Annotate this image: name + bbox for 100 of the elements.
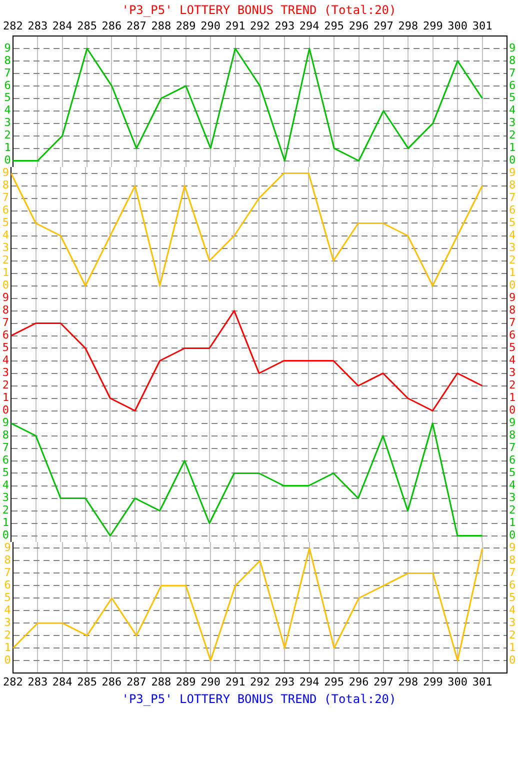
y-tick-label: 6	[2, 454, 9, 467]
y2-tick-label: 7	[509, 566, 516, 580]
y-tick-label: 0	[2, 404, 9, 417]
y2-tick-label: 9	[509, 41, 516, 54]
y2-tick-label: 0	[509, 653, 516, 666]
x-tick-label: 285	[77, 19, 97, 32]
y-tick-label: 4	[2, 228, 10, 242]
y-tick-label: 0	[2, 528, 9, 542]
y2-tick-label: 0	[509, 154, 516, 167]
x-tick-label: 284	[52, 19, 73, 32]
y-tick-label: 4	[4, 603, 12, 616]
y-tick-label: 0	[4, 653, 11, 666]
y-tick-label: 3	[4, 616, 11, 629]
x-tick-label: 296	[348, 675, 369, 688]
y2-tick-label: 3	[509, 241, 516, 254]
y2-tick-label: 4	[509, 104, 516, 117]
y-tick-label: 1	[2, 516, 9, 530]
y-tick-label: 7	[2, 191, 9, 204]
y-tick-label: 1	[4, 141, 11, 154]
y2-tick-label: 4	[509, 478, 516, 492]
y2-tick-label: 0	[509, 278, 516, 292]
x-tick-label: 286	[102, 19, 122, 32]
y-tick-label: 9	[2, 416, 9, 430]
x-tick-label: 301	[472, 675, 492, 688]
y-tick-label: 9	[4, 41, 11, 54]
text: 'P3_P5' LOTTERY BONUS TREND (Total:20)	[120, 691, 398, 707]
x-tick-label: 300	[448, 19, 468, 32]
x-tick-label: 289	[176, 675, 196, 688]
y-tick-label: 2	[4, 628, 11, 642]
y-tick-label: 8	[2, 304, 9, 317]
y-tick-label: 5	[2, 466, 9, 480]
y2-tick-label: 6	[509, 78, 516, 92]
x-tick-label: 291	[225, 675, 246, 688]
y2-tick-label: 2	[509, 128, 516, 142]
y2-tick-label: 4	[509, 354, 516, 367]
x-tick-label: 299	[422, 675, 443, 688]
x-tick-label: 283	[28, 19, 48, 32]
y-tick-label: 1	[4, 640, 11, 654]
y-tick-label: 5	[4, 591, 11, 604]
x-tick-label: 282	[2, 675, 23, 688]
y-tick-label: 5	[2, 341, 9, 354]
x-tick-label: 283	[28, 675, 48, 688]
y2-tick-label: 7	[509, 316, 516, 330]
y-tick-label: 3	[2, 241, 9, 254]
x-tick-label: 282	[2, 19, 23, 32]
y2-tick-label: 5	[509, 466, 516, 480]
y-tick-label: 3	[2, 366, 9, 380]
x-tick-label: 293	[274, 19, 295, 32]
y2-tick-label: 8	[509, 554, 516, 567]
y-tick-label: 8	[4, 554, 11, 567]
y2-tick-label: 9	[509, 291, 516, 304]
y2-tick-label: 9	[509, 166, 516, 180]
y2-tick-label: 6	[509, 578, 516, 592]
x-tick-label: 290	[200, 19, 220, 32]
y-tick-label: 1	[2, 391, 9, 404]
y-tick-label: 2	[2, 254, 9, 267]
y-tick-label: 9	[2, 291, 9, 304]
y-tick-label: 6	[2, 204, 9, 217]
y2-tick-label: 8	[509, 178, 516, 192]
y2-tick-label: 3	[509, 366, 516, 380]
y2-tick-label: 4	[509, 228, 516, 242]
y2-tick-label: 1	[509, 141, 516, 154]
y-tick-label: 5	[4, 91, 11, 104]
y2-tick-label: 0	[509, 404, 516, 417]
y-tick-label: 9	[4, 541, 11, 554]
y-tick-label: 7	[4, 566, 11, 580]
y2-tick-label: 3	[509, 616, 516, 629]
x-tick-label: 291	[225, 19, 246, 32]
y2-tick-label: 8	[509, 54, 516, 67]
y-tick-label: 7	[2, 316, 9, 330]
y-tick-label: 4	[2, 478, 10, 492]
y2-tick-label: 8	[509, 304, 516, 317]
y2-tick-label: 6	[509, 454, 516, 467]
y2-tick-label: 1	[509, 516, 516, 530]
y2-tick-label: 3	[509, 116, 516, 130]
x-tick-label: 297	[374, 675, 394, 688]
y-tick-label: 3	[2, 491, 9, 504]
x-tick-label: 287	[126, 675, 146, 688]
x-tick-label: 289	[176, 19, 196, 32]
y2-tick-label: 6	[509, 328, 516, 342]
y2-tick-label: 5	[509, 216, 516, 230]
y2-tick-label: 7	[509, 191, 516, 204]
y-tick-label: 6	[2, 328, 9, 342]
y2-tick-label: 2	[509, 504, 516, 517]
y2-tick-label: 0	[509, 528, 516, 542]
y-tick-label: 4	[2, 354, 10, 367]
y-tick-label: 6	[4, 78, 11, 92]
x-tick-label: 288	[151, 675, 172, 688]
y2-tick-label: 1	[509, 391, 516, 404]
x-tick-label: 294	[299, 675, 320, 688]
y-tick-label: 3	[4, 116, 11, 130]
x-tick-label: 290	[200, 675, 220, 688]
y-tick-label: 8	[2, 428, 9, 442]
y2-tick-label: 2	[509, 628, 516, 642]
y2-tick-label: 4	[509, 603, 516, 616]
chart-title: 'P3_P5' LOTTERY BONUS TREND (Total:20)	[120, 2, 398, 18]
y-tick-label: 7	[4, 66, 11, 80]
y2-tick-label: 9	[509, 416, 516, 430]
y-tick-label: 5	[2, 216, 9, 230]
x-tick-label: 292	[250, 19, 270, 32]
